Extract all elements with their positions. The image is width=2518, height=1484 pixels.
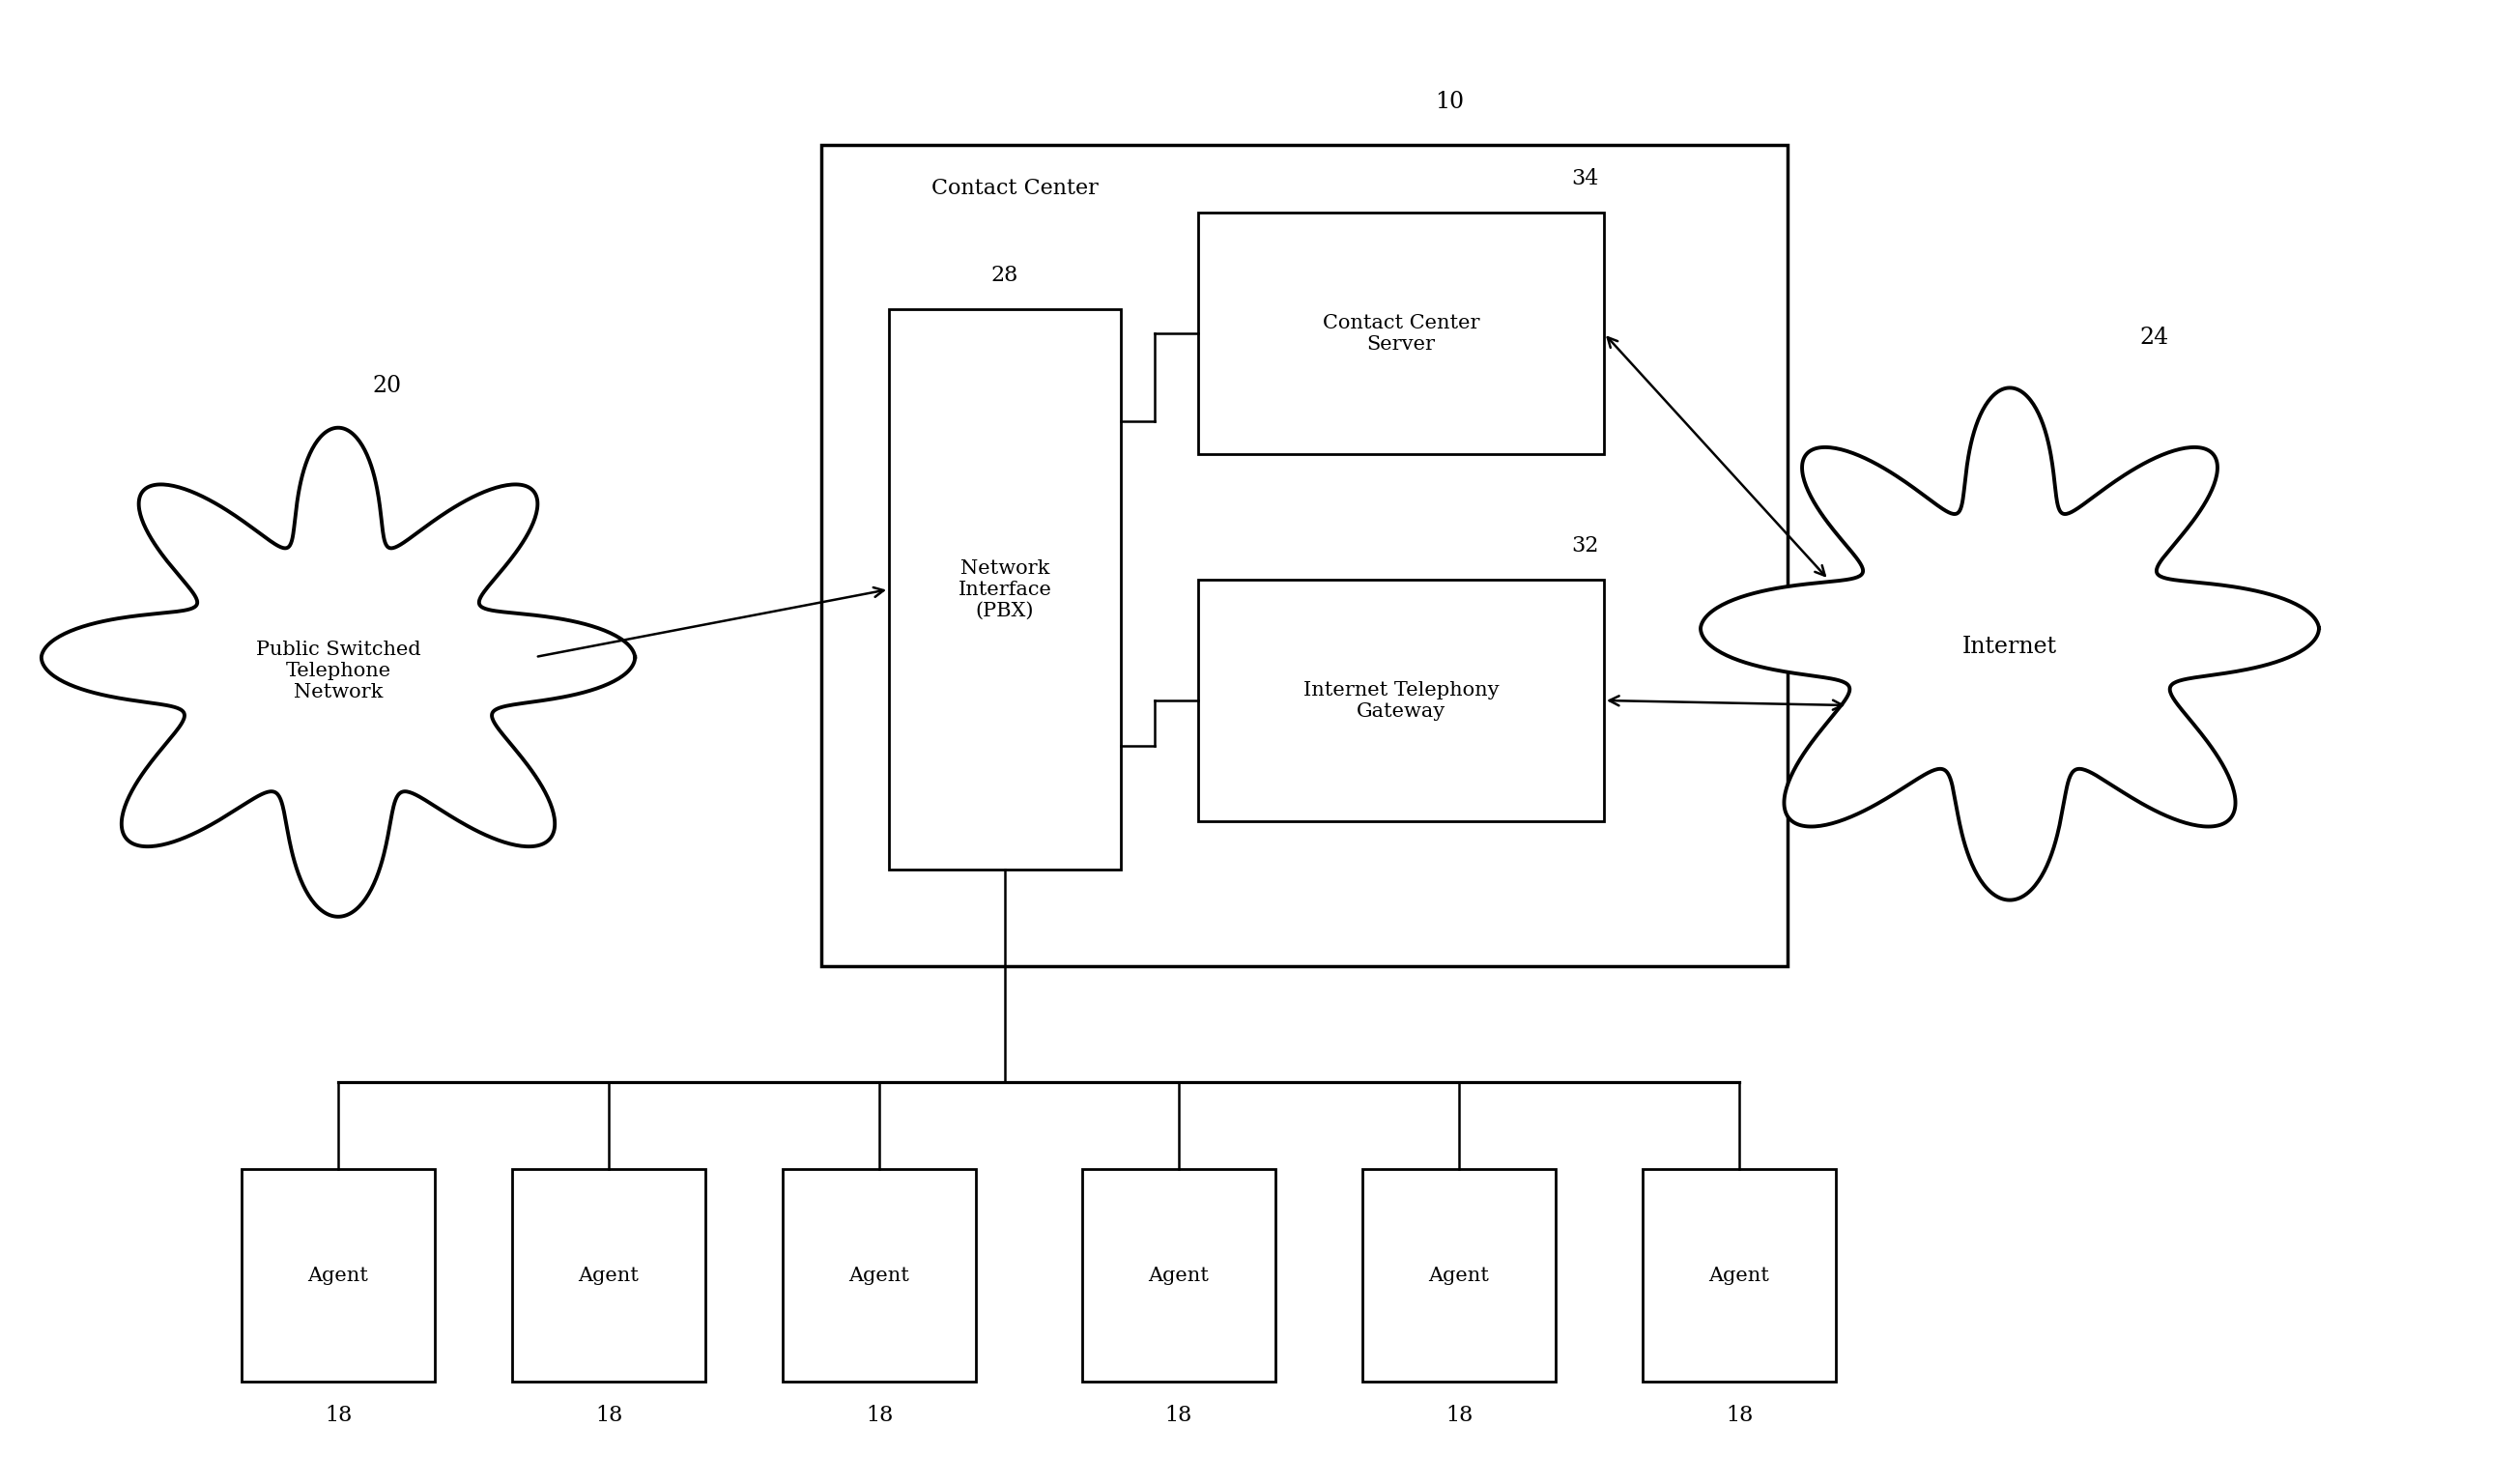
Text: 18: 18 <box>325 1405 353 1426</box>
Text: Agent: Agent <box>1710 1266 1770 1285</box>
Polygon shape <box>40 427 635 917</box>
Text: 18: 18 <box>866 1405 894 1426</box>
Bar <box>821 145 1788 966</box>
Text: Public Switched
Telephone
Network: Public Switched Telephone Network <box>257 641 421 702</box>
Text: 34: 34 <box>1571 168 1599 190</box>
Text: 18: 18 <box>594 1405 622 1426</box>
Text: Agent: Agent <box>849 1266 909 1285</box>
Polygon shape <box>1700 387 2319 901</box>
Text: 10: 10 <box>1435 91 1463 113</box>
Text: Agent: Agent <box>307 1266 368 1285</box>
Text: Agent: Agent <box>579 1266 640 1285</box>
Bar <box>1083 1169 1277 1382</box>
Bar <box>889 309 1121 870</box>
Bar <box>783 1169 977 1382</box>
Text: 24: 24 <box>2140 326 2171 349</box>
Bar <box>1642 1169 1836 1382</box>
Text: Agent: Agent <box>1148 1266 1209 1285</box>
Text: Internet Telephony
Gateway: Internet Telephony Gateway <box>1304 681 1498 720</box>
Text: Agent: Agent <box>1428 1266 1488 1285</box>
Text: Contact Center
Server: Contact Center Server <box>1322 313 1481 353</box>
Bar <box>1362 1169 1556 1382</box>
Text: 32: 32 <box>1571 536 1599 556</box>
Bar <box>511 1169 705 1382</box>
Text: 28: 28 <box>992 264 1020 286</box>
Bar <box>1199 580 1604 821</box>
Text: 18: 18 <box>1725 1405 1753 1426</box>
Bar <box>242 1169 436 1382</box>
Text: Contact Center: Contact Center <box>932 178 1098 199</box>
Bar <box>1199 212 1604 454</box>
Text: 18: 18 <box>1166 1405 1194 1426</box>
Text: Internet: Internet <box>1962 637 2057 659</box>
Text: Network
Interface
(PBX): Network Interface (PBX) <box>957 559 1053 620</box>
Text: 20: 20 <box>373 375 400 398</box>
Text: 18: 18 <box>1445 1405 1473 1426</box>
